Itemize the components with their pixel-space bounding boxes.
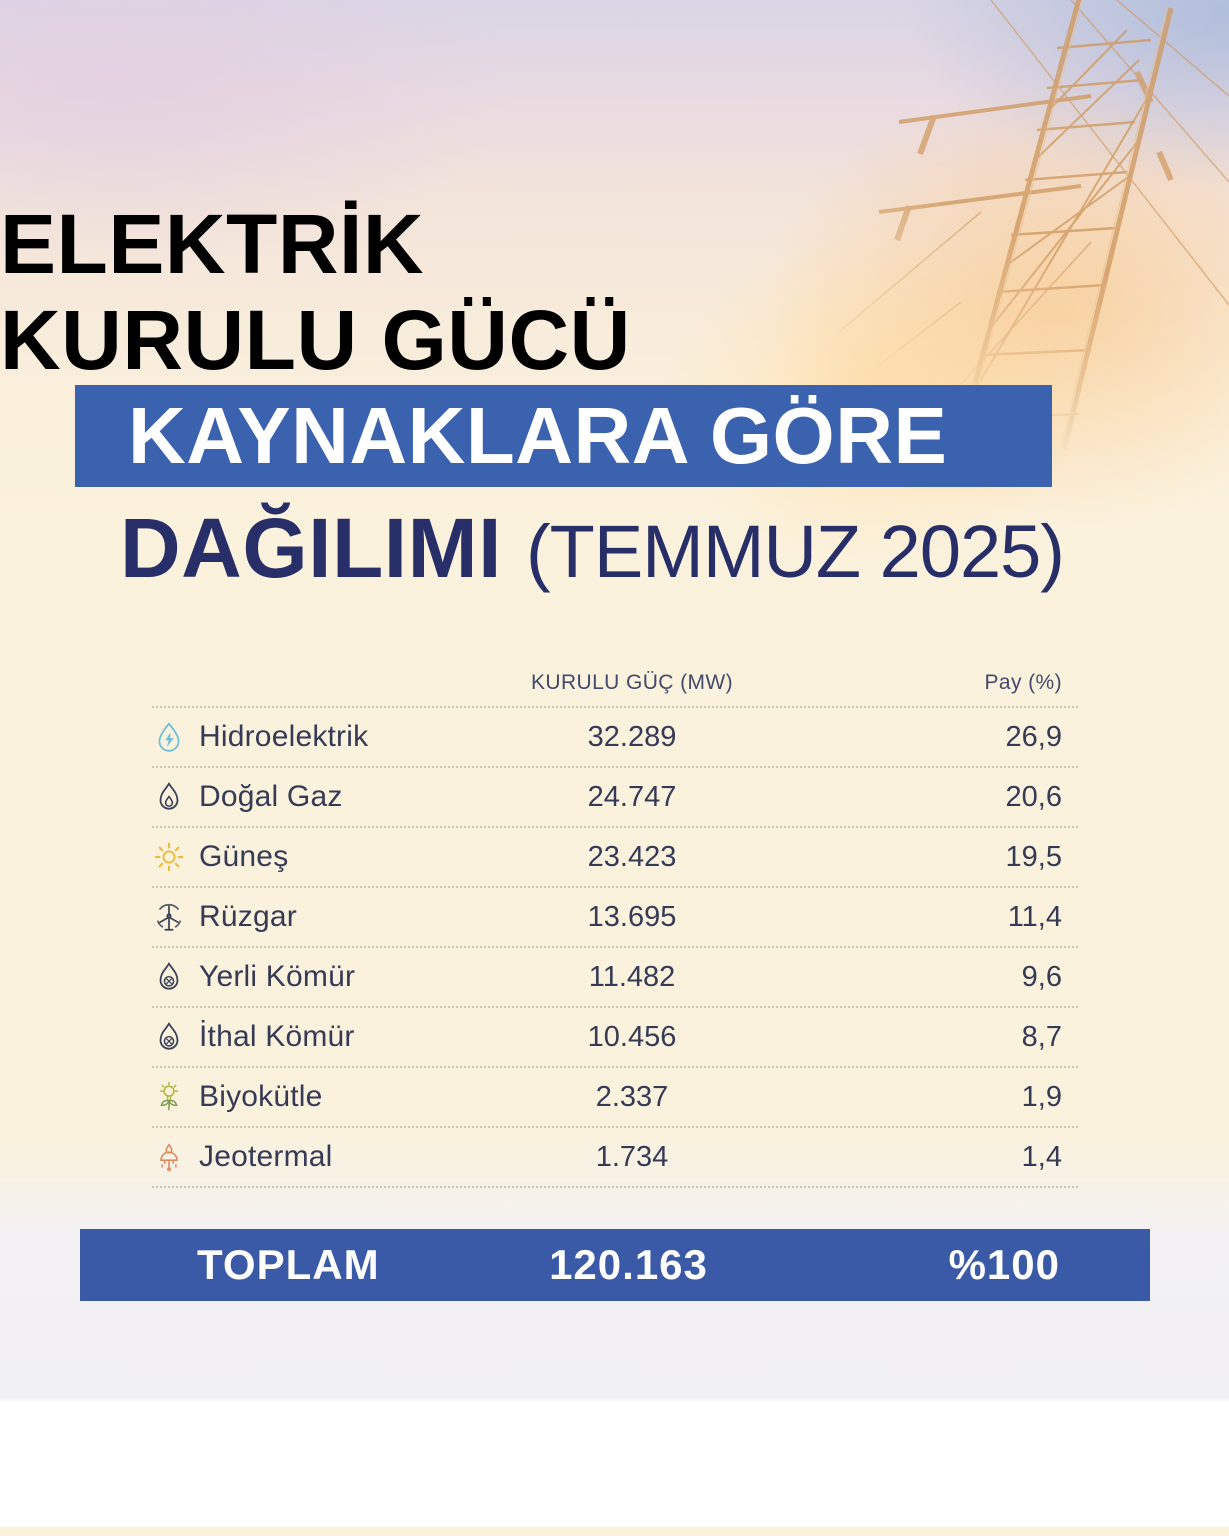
power-value: 11.482 (588, 960, 676, 993)
source-cell: Jeotermal (152, 1140, 472, 1174)
table-row: Yerli Kömür 11.482 9,6 (152, 948, 1078, 1008)
table-row: Biyokütle 2.337 1,9 (152, 1068, 1078, 1128)
title-line-4-main: DAĞILIMI (120, 501, 502, 595)
table-row: Doğal Gaz 24.747 20,6 (152, 768, 1078, 828)
source-cell: Rüzgar (152, 900, 472, 934)
hydro-icon (158, 722, 180, 752)
source-cell: Yerli Kömür (152, 960, 472, 994)
power-value: 24.747 (587, 780, 677, 813)
power-value: 1.734 (595, 1140, 669, 1173)
transmission-tower-illustration (839, 0, 1229, 450)
capacity-table: KURULU GÜÇ (MW) Pay (%) Hidroelektrik 32… (152, 660, 1078, 1188)
share-value: 1,9 (1021, 1080, 1062, 1113)
power-value: 10.456 (587, 1020, 677, 1053)
source-cell: İthal Kömür (152, 1020, 472, 1054)
imported-coal-icon (159, 1021, 179, 1050)
header-power-column: KURULU GÜÇ (MW) (531, 671, 733, 694)
share-value: 1,4 (1021, 1140, 1062, 1173)
source-label: İthal Kömür (199, 1020, 355, 1053)
source-cell: Biyokütle (152, 1080, 472, 1114)
solar-icon (154, 842, 184, 872)
table-row: Hidroelektrik 32.289 26,9 (152, 708, 1078, 768)
title-line-1: ELEKTRİK (0, 197, 424, 291)
footer: T.C. ENERJİ VE TABİİ KAYNAKLAR BAKANLIĞI… (0, 1400, 1229, 1527)
share-value: 9,6 (1021, 960, 1062, 993)
source-label: Rüzgar (199, 900, 297, 933)
table-row: İthal Kömür 10.456 8,7 (152, 1008, 1078, 1068)
row-icon-slot (152, 780, 186, 814)
header-share-column: Pay (%) (984, 671, 1062, 694)
source-cell: Güneş (152, 840, 472, 874)
row-icon-slot (152, 1080, 186, 1114)
table-row: Rüzgar 13.695 11,4 (152, 888, 1078, 948)
source-label: Yerli Kömür (199, 960, 356, 993)
row-icon-slot (152, 1020, 186, 1054)
source-label: Biyokütle (199, 1080, 323, 1113)
total-row: TOPLAM 120.163 %100 (80, 1229, 1150, 1301)
share-value: 8,7 (1021, 1020, 1062, 1053)
title-highlight-band: KAYNAKLARA GÖRE (75, 385, 1052, 487)
share-value: 26,9 (1005, 720, 1062, 753)
power-value: 23.423 (587, 840, 677, 873)
power-value: 32.289 (587, 720, 677, 753)
source-label: Doğal Gaz (199, 780, 343, 813)
row-icon-slot (152, 900, 186, 934)
table-row: Güneş 23.423 19,5 (152, 828, 1078, 888)
natural-gas-icon (159, 781, 179, 810)
biomass-icon (159, 1081, 179, 1111)
power-value: 13.695 (587, 900, 677, 933)
wind-icon (156, 903, 182, 931)
share-value: 20,6 (1005, 780, 1062, 813)
table-row: Jeotermal 1.734 1,4 (152, 1128, 1078, 1188)
row-icon-slot (152, 840, 186, 874)
row-icon-slot (152, 720, 186, 754)
source-label: Güneş (199, 840, 289, 873)
title-line-3: KAYNAKLARA GÖRE (128, 391, 948, 480)
total-share-value: %100 (948, 1241, 1060, 1288)
title-line-4: DAĞILIMI (TEMMUZ 2025) (120, 500, 1065, 597)
table-header-row: KURULU GÜÇ (MW) Pay (%) (152, 660, 1078, 708)
row-icon-slot (152, 960, 186, 994)
title-line-2: KURULU GÜCÜ (0, 293, 631, 387)
source-label: Jeotermal (199, 1140, 333, 1173)
geothermal-icon (160, 1143, 178, 1172)
total-power-value: 120.163 (549, 1241, 708, 1288)
total-label: TOPLAM (197, 1241, 380, 1288)
source-cell: Hidroelektrik (152, 720, 472, 754)
power-value: 2.337 (595, 1080, 669, 1113)
share-value: 19,5 (1005, 840, 1062, 873)
share-value: 11,4 (1007, 900, 1062, 933)
table-rows: Hidroelektrik 32.289 26,9 Doğal Gaz 24.7… (152, 708, 1078, 1188)
row-icon-slot (152, 1140, 186, 1174)
title-line-4-date: (TEMMUZ 2025) (525, 510, 1065, 593)
source-cell: Doğal Gaz (152, 780, 472, 814)
domestic-coal-icon (159, 961, 179, 990)
source-label: Hidroelektrik (199, 720, 369, 753)
